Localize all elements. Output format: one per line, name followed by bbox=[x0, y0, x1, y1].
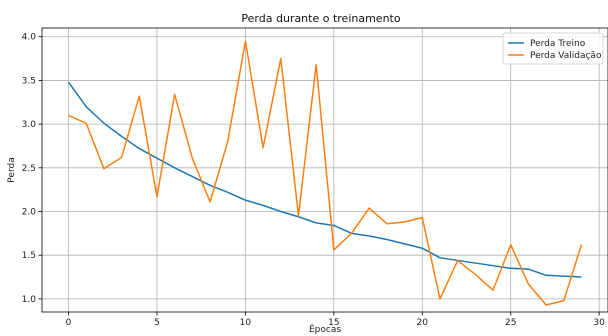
x-tick-label: 15 bbox=[328, 318, 339, 328]
x-tick-label: 0 bbox=[66, 318, 72, 328]
x-tick-label: 30 bbox=[593, 318, 605, 328]
legend: Perda Treino Perda Validação bbox=[502, 32, 604, 65]
series-line-train bbox=[67, 81, 582, 278]
x-tick-label: 10 bbox=[240, 318, 252, 328]
series-line-validation bbox=[68, 40, 583, 306]
x-axis-label: Épocas bbox=[309, 323, 341, 335]
y-ticks: 1.0 1.5 2.0 2.5 3.0 3.5 4.0 bbox=[22, 33, 42, 305]
x-tick-label: 20 bbox=[417, 318, 429, 328]
legend-label: Perda Treino bbox=[530, 39, 586, 49]
x-tick-label: 5 bbox=[154, 318, 160, 328]
y-tick-label: 2.5 bbox=[22, 164, 36, 174]
series-layer bbox=[67, 40, 583, 306]
x-tick-label: 25 bbox=[505, 318, 516, 328]
legend-box bbox=[502, 32, 604, 65]
legend-label: Perda Validação bbox=[530, 51, 602, 61]
y-tick-label: 4.0 bbox=[22, 33, 37, 43]
y-tick-label: 1.5 bbox=[22, 251, 36, 261]
y-axis-label: Perda bbox=[7, 157, 17, 182]
x-ticks: 0 5 10 15 20 25 30 bbox=[66, 312, 605, 328]
chart-title: Perda durante o treinamento bbox=[241, 12, 400, 25]
y-tick-label: 3.0 bbox=[22, 120, 37, 130]
y-tick-label: 2.0 bbox=[22, 208, 37, 218]
y-tick-label: 3.5 bbox=[22, 76, 36, 86]
y-tick-label: 1.0 bbox=[22, 295, 37, 305]
plot-frame bbox=[41, 27, 608, 313]
